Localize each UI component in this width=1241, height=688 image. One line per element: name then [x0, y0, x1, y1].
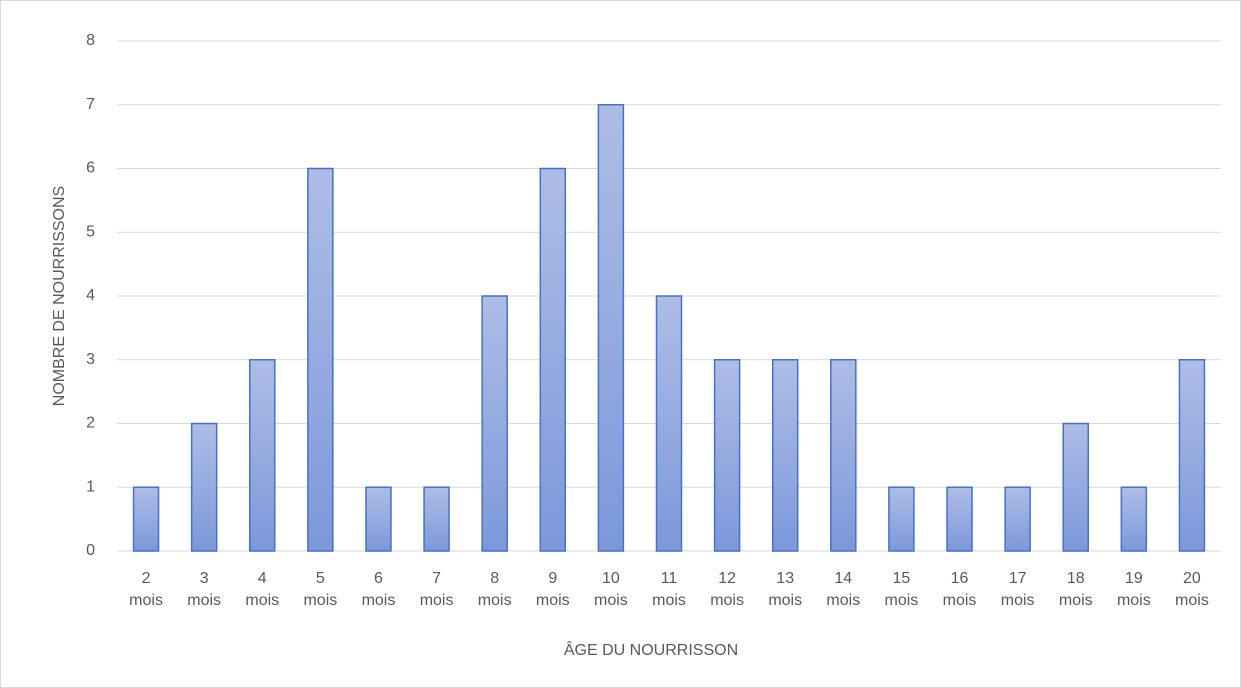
x-tick-label: 18 mois — [1058, 570, 1093, 609]
x-tick-label: 2 mois — [129, 570, 163, 609]
x-tick-label: 12 mois — [710, 570, 744, 609]
x-tick-label: 9 mois — [535, 570, 570, 609]
x-tick-label: 20 mois — [1175, 570, 1209, 609]
bar — [830, 359, 857, 552]
x-tick-label: 3 mois — [187, 570, 222, 609]
bar — [888, 486, 915, 552]
bar — [481, 295, 508, 552]
bar — [713, 359, 741, 552]
x-axis-title: ÂGE DU NOURRISSON — [564, 640, 738, 659]
y-axis-title: NOMBRE DE NOURRISSONS — [51, 186, 68, 406]
x-tick-label: 15 mois — [884, 570, 919, 609]
x-tick-label: 11 mois — [652, 570, 686, 609]
bar — [771, 359, 799, 552]
y-tick-label: 3 — [86, 351, 95, 368]
y-tick-label: 2 — [86, 415, 95, 432]
bar — [539, 167, 567, 552]
bar — [423, 486, 450, 552]
y-tick-label: 1 — [86, 478, 95, 495]
bar — [597, 104, 625, 552]
bar — [1120, 486, 1148, 552]
y-tick-label: 6 — [86, 160, 95, 177]
x-tick-label: 14 mois — [826, 570, 861, 609]
x-tick-label: 7 mois — [419, 570, 454, 609]
y-tick-label: 8 — [86, 32, 95, 49]
x-tick-label: 13 mois — [768, 570, 803, 609]
x-tick-label: 5 mois — [303, 570, 338, 609]
bar — [307, 167, 334, 552]
bar — [1062, 422, 1089, 552]
x-tick-label: 6 mois — [361, 570, 396, 609]
x-tick-label: 10 mois — [594, 570, 628, 609]
bar — [1178, 359, 1206, 552]
x-tick-label: 17 mois — [1000, 570, 1035, 609]
bar — [190, 422, 218, 552]
bar — [655, 295, 683, 552]
bar — [365, 486, 392, 552]
bar — [946, 486, 973, 552]
x-tick-label: 4 mois — [245, 570, 280, 609]
y-tick-label: 7 — [86, 96, 95, 113]
y-tick-label: 4 — [86, 287, 95, 304]
bar — [249, 359, 276, 552]
y-tick-label: 0 — [86, 542, 95, 559]
x-tick-label: 8 mois — [477, 570, 512, 609]
bar — [1004, 486, 1031, 552]
x-tick-label: 19 mois — [1116, 570, 1151, 609]
bar — [132, 486, 160, 552]
y-tick-label: 5 — [86, 223, 95, 240]
x-tick-label: 16 mois — [942, 570, 977, 609]
